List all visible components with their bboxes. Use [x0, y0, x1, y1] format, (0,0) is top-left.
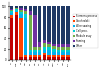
- Bar: [10, 18, 13, 60]
- Legend: Siemens process, Czochralski, Wire sawing, Cell proc., Module assy, Framing, Oth: Siemens process, Czochralski, Wire sawin…: [72, 14, 98, 48]
- Bar: [43, 6, 46, 40]
- Bar: [29, 6, 32, 11]
- Bar: [33, 6, 37, 15]
- Bar: [52, 6, 56, 44]
- Bar: [33, 52, 37, 55]
- Bar: [52, 49, 56, 52]
- Bar: [61, 6, 65, 44]
- Bar: [19, 14, 23, 18]
- Bar: [19, 6, 23, 8]
- Bar: [38, 6, 42, 42]
- Bar: [24, 18, 27, 55]
- Bar: [29, 52, 32, 55]
- Bar: [29, 50, 32, 52]
- Bar: [29, 15, 32, 50]
- Bar: [61, 47, 65, 50]
- Bar: [14, 6, 18, 8]
- Bar: [24, 57, 27, 60]
- Bar: [61, 50, 65, 52]
- Bar: [47, 6, 51, 42]
- Bar: [14, 12, 18, 15]
- Bar: [66, 44, 70, 47]
- Bar: [33, 47, 37, 50]
- Bar: [10, 6, 13, 9]
- Bar: [61, 57, 65, 60]
- Bar: [10, 11, 13, 13]
- Bar: [24, 55, 27, 57]
- Bar: [19, 10, 23, 12]
- Bar: [47, 44, 51, 47]
- Bar: [24, 9, 27, 11]
- Bar: [24, 6, 27, 9]
- Bar: [29, 55, 32, 57]
- Bar: [10, 13, 13, 15]
- Bar: [47, 42, 51, 44]
- Bar: [38, 55, 42, 57]
- Bar: [61, 44, 65, 47]
- Bar: [38, 52, 42, 55]
- Bar: [24, 11, 27, 14]
- Bar: [47, 55, 51, 57]
- Bar: [57, 6, 60, 44]
- Bar: [33, 50, 37, 52]
- Bar: [14, 15, 18, 60]
- Bar: [14, 11, 18, 12]
- Bar: [14, 9, 18, 11]
- Bar: [19, 12, 23, 14]
- Bar: [66, 50, 70, 52]
- Bar: [33, 55, 37, 57]
- Bar: [52, 57, 56, 60]
- Bar: [14, 8, 18, 9]
- Bar: [33, 57, 37, 60]
- Bar: [10, 15, 13, 18]
- Bar: [19, 8, 23, 10]
- Bar: [38, 50, 42, 52]
- Bar: [10, 10, 13, 11]
- Bar: [47, 57, 51, 60]
- Bar: [19, 18, 23, 57]
- Bar: [43, 47, 46, 50]
- Bar: [66, 57, 70, 60]
- Bar: [66, 55, 70, 57]
- Bar: [66, 52, 70, 55]
- Bar: [29, 11, 32, 15]
- Bar: [38, 47, 42, 50]
- Bar: [66, 6, 70, 44]
- Bar: [43, 43, 46, 47]
- Bar: [24, 14, 27, 18]
- Bar: [57, 57, 60, 60]
- Bar: [19, 57, 23, 60]
- Bar: [52, 46, 56, 49]
- Bar: [61, 55, 65, 57]
- Bar: [38, 57, 42, 60]
- Bar: [52, 55, 56, 57]
- Bar: [61, 52, 65, 55]
- Bar: [57, 55, 60, 57]
- Bar: [57, 44, 60, 47]
- Bar: [38, 42, 42, 47]
- Bar: [66, 47, 70, 50]
- Bar: [43, 50, 46, 53]
- Bar: [52, 44, 56, 46]
- Bar: [47, 50, 51, 55]
- Bar: [57, 52, 60, 55]
- Bar: [52, 52, 56, 55]
- Bar: [29, 57, 32, 60]
- Bar: [57, 47, 60, 50]
- Bar: [43, 40, 46, 43]
- Bar: [47, 47, 51, 50]
- Bar: [57, 50, 60, 52]
- Bar: [33, 15, 37, 47]
- Bar: [10, 9, 13, 10]
- Bar: [43, 53, 46, 55]
- Bar: [43, 55, 46, 60]
